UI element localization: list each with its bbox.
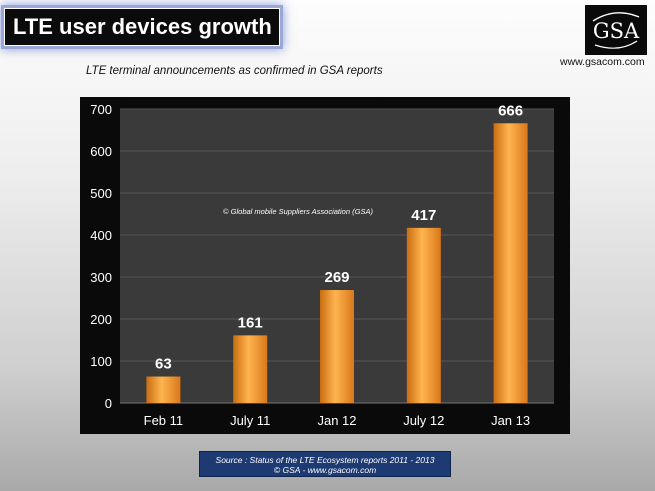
y-tick-label: 100 xyxy=(90,354,112,369)
bar-july-12 xyxy=(406,227,441,403)
chart-annotation: © Global mobile Suppliers Association (G… xyxy=(223,207,373,216)
data-label: 63 xyxy=(155,356,172,373)
data-label: 269 xyxy=(324,269,349,286)
bar-chart: 63 161 269 417 666 0 100 200 300 400 500 600 700 Fe… xyxy=(90,102,554,428)
x-tick-label: July 12 xyxy=(403,413,444,428)
y-tick-label: 0 xyxy=(105,396,112,411)
website-link[interactable]: www.gsacom.com xyxy=(560,56,645,68)
x-tick-label: Jan 13 xyxy=(491,413,530,428)
x-tick-label: July 11 xyxy=(230,413,270,428)
bar-july-11 xyxy=(233,335,268,403)
source-line-2: © GSA - www.gsacom.com xyxy=(273,465,377,475)
chart-subtitle: LTE terminal announcements as confirmed … xyxy=(86,65,383,77)
y-tick-label: 700 xyxy=(90,102,112,117)
x-tick-label: Jan 12 xyxy=(317,413,356,428)
y-tick-label: 200 xyxy=(90,312,112,327)
page-title: LTE user devices growth xyxy=(13,14,272,39)
gsa-logo: GSA xyxy=(585,5,647,55)
data-label: 161 xyxy=(238,314,263,331)
source-line-1: Source : Status of the LTE Ecosystem rep… xyxy=(215,455,435,465)
title-box: LTE user devices growth xyxy=(4,8,280,46)
y-tick-label: 300 xyxy=(90,270,112,285)
bar-feb-11 xyxy=(146,376,181,403)
logo-swoosh-icon xyxy=(592,12,640,49)
logo-text: GSA xyxy=(592,19,640,43)
bar-jan-12 xyxy=(320,290,354,403)
x-tick-label: Feb 11 xyxy=(144,413,184,428)
y-tick-label: 500 xyxy=(90,186,112,201)
y-tick-label: 600 xyxy=(90,144,112,159)
data-label: 666 xyxy=(498,102,523,119)
chart-panel: 63 161 269 417 666 0 100 200 300 400 500 600 700 Fe… xyxy=(80,97,570,434)
bar-jan-13 xyxy=(493,123,528,403)
y-tick-label: 400 xyxy=(90,228,112,243)
source-box: Source : Status of the LTE Ecosystem rep… xyxy=(199,451,451,477)
data-label: 417 xyxy=(411,207,436,224)
